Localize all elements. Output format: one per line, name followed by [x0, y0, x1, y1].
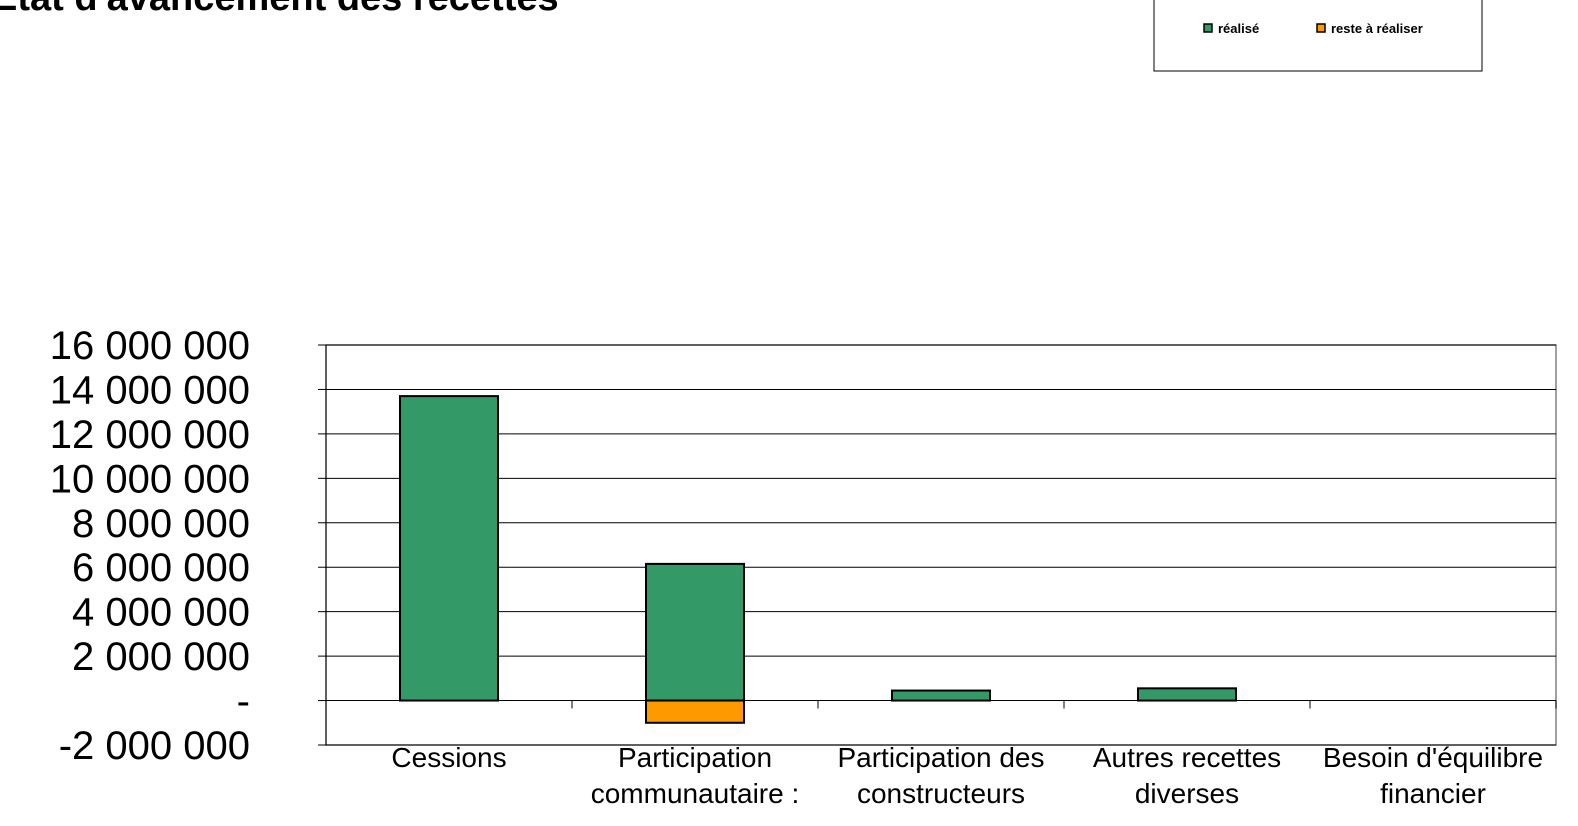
legend-swatch — [1316, 23, 1326, 33]
y-tick-label: 12 000 000 — [50, 413, 250, 457]
bar — [1137, 687, 1237, 702]
legend-label: réalisé — [1218, 21, 1259, 36]
y-tick-label: 14 000 000 — [50, 368, 250, 412]
legend-swatch — [1203, 23, 1213, 33]
bar — [645, 699, 745, 724]
x-tick-label: Besoin d'équilibre financier — [1323, 742, 1543, 809]
y-tick-label: 16 000 000 — [50, 324, 250, 368]
x-tick-label: Participation des constructeurs — [837, 742, 1044, 809]
chart-title: Etat d'avancement des recettes — [0, 0, 559, 19]
y-tick-label: -2 000 000 — [59, 724, 250, 768]
legend-box — [1153, 0, 1483, 72]
x-tick-label: Cessions — [391, 742, 506, 773]
y-tick-label: 4 000 000 — [72, 591, 250, 635]
bar — [891, 689, 991, 702]
y-tick-label: 6 000 000 — [72, 546, 250, 590]
y-tick-label: 8 000 000 — [72, 502, 250, 546]
bar — [645, 562, 745, 702]
y-tick-label: - — [237, 680, 250, 724]
plot-area — [325, 344, 1557, 746]
y-tick-label: 2 000 000 — [72, 635, 250, 679]
y-tick-label: 10 000 000 — [50, 457, 250, 501]
legend-label: reste à réaliser — [1331, 21, 1423, 36]
bar — [399, 395, 499, 702]
x-tick-label: Participation communautaire : — [591, 742, 800, 809]
x-tick-label: Autres recettes diverses — [1093, 742, 1281, 809]
